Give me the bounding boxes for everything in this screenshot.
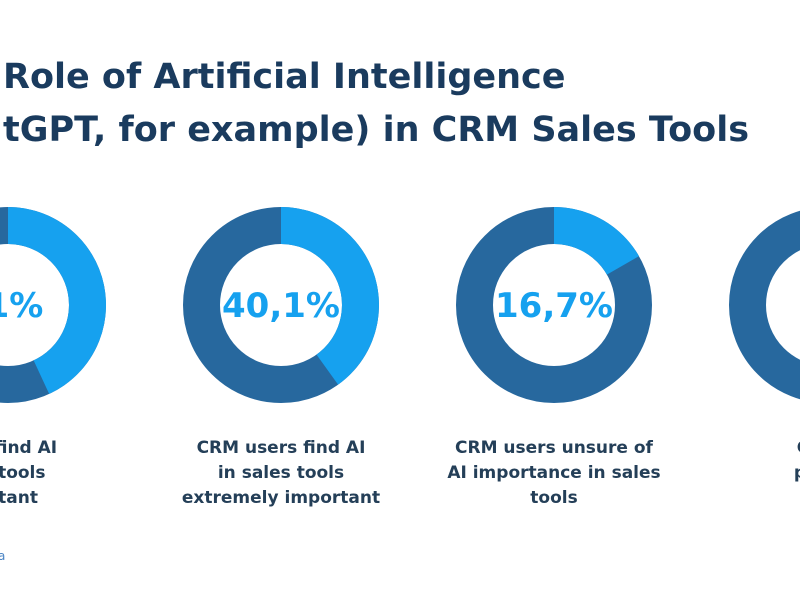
donut-3-caption-line-1: CRM users unsure of [455, 438, 654, 458]
donut-2-highlight-segment [281, 207, 379, 385]
donut-3-highlight-segment [554, 207, 639, 275]
donut-3-caption-line-3: tools [530, 488, 577, 508]
donut-4-caption-line-1: CRM u [797, 438, 800, 458]
donut-1-value-label: ,1% [0, 286, 43, 326]
donut-3-caption-line-2: AI importance in sales [447, 463, 660, 483]
footnote-mark: a [0, 549, 5, 563]
chart-title-line-2: tGPT, for example) in CRM Sales Tools [3, 110, 749, 150]
donut-2-caption-line-2: in sales tools [218, 463, 344, 483]
donut-1-highlight-segment [8, 207, 106, 394]
donut-2-value-label: 40,1% [222, 286, 340, 326]
donut-1-caption-line-1: ers find AI [0, 438, 57, 458]
donut-4-caption-line-2: prioriti [794, 463, 800, 483]
donut-2-caption-line-1: CRM users find AI [197, 438, 366, 458]
donut-2-caption-line-3: extremely important [182, 488, 380, 508]
donut-1-caption-line-3: ortant [0, 488, 38, 508]
donut-1-caption-line-2: es tools [0, 463, 46, 483]
donut-4-base-ring [729, 210, 800, 400]
donut-3-value-label: 16,7% [495, 286, 613, 326]
chart-title-line-1: Role of Artificial Intelligence [3, 57, 566, 97]
